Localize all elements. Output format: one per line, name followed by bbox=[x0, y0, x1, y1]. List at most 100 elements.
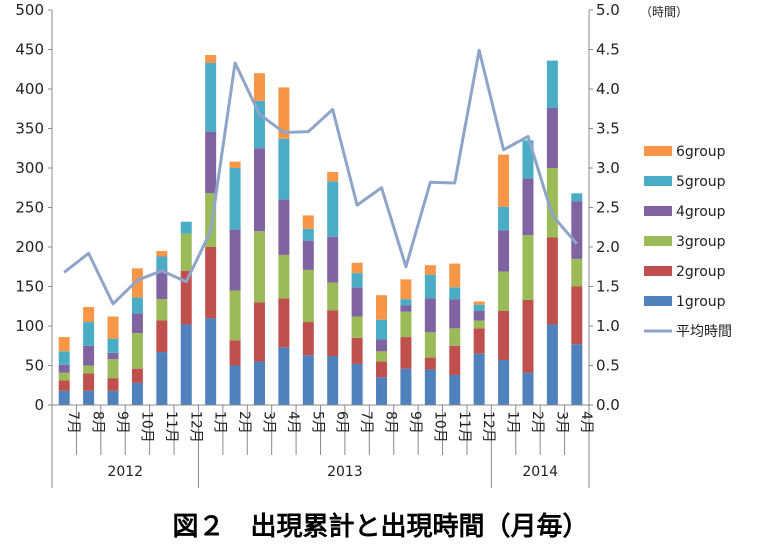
bar-3group-5 bbox=[156, 299, 168, 321]
bar-3group-11 bbox=[302, 269, 314, 323]
bar-6group-14 bbox=[376, 295, 388, 320]
bar-1group-11 bbox=[302, 355, 314, 405]
bar-3group-16 bbox=[424, 332, 436, 358]
bar-5group-3 bbox=[107, 338, 119, 353]
bar-3group-22 bbox=[571, 258, 583, 287]
bar-6group-17 bbox=[449, 263, 461, 288]
bar-2group-21 bbox=[546, 237, 558, 325]
bar-4group-5 bbox=[156, 269, 168, 300]
figure-caption: 図２ 出現累計と出現時間（月毎） bbox=[172, 512, 589, 542]
bar-2group-13 bbox=[351, 337, 363, 364]
bar-1group-12 bbox=[327, 356, 339, 405]
bar-2group-2 bbox=[83, 373, 95, 391]
category-label: 2月 bbox=[236, 411, 252, 434]
bar-6group-18 bbox=[473, 301, 485, 305]
right-tick-label: 4.0 bbox=[596, 80, 620, 98]
bar-3group-10 bbox=[278, 254, 290, 299]
bar-6group-3 bbox=[107, 316, 119, 339]
bar-1group-6 bbox=[180, 324, 192, 405]
legend-label: 2group bbox=[676, 264, 726, 280]
bar-2group-9 bbox=[253, 302, 265, 362]
right-tick-label: 5.0 bbox=[596, 1, 620, 19]
bar-5group-15 bbox=[400, 299, 412, 306]
category-label: 3月 bbox=[260, 411, 276, 434]
bar-4group-11 bbox=[302, 240, 314, 270]
bar-1group-1 bbox=[58, 390, 70, 405]
bar-5group-19 bbox=[498, 206, 510, 231]
left-tick-label: 250 bbox=[15, 199, 44, 217]
bar-5group-18 bbox=[473, 304, 485, 311]
category-label: 11月 bbox=[163, 411, 179, 443]
bar-5group-8 bbox=[229, 168, 241, 230]
bar-4group-12 bbox=[327, 236, 339, 283]
legend-swatch-2group bbox=[644, 266, 672, 276]
legend-label: 3group bbox=[676, 234, 726, 250]
bar-3group-7 bbox=[205, 193, 217, 247]
bar-2group-22 bbox=[571, 286, 583, 345]
left-tick-label: 450 bbox=[15, 41, 44, 59]
bar-6group-12 bbox=[327, 171, 339, 182]
bar-1group-8 bbox=[229, 365, 241, 405]
category-label: 8月 bbox=[90, 411, 106, 434]
bar-2group-16 bbox=[424, 357, 436, 370]
bar-1group-14 bbox=[376, 377, 388, 405]
chart: 0 50 100 150 200 250 300 350 400 450 500 0.0 0.5 1.0 1… bbox=[15, 1, 732, 488]
legend-label: 5group bbox=[676, 174, 726, 190]
bar-4group-17 bbox=[449, 299, 461, 329]
bar-3group-8 bbox=[229, 290, 241, 341]
category-label: 7月 bbox=[65, 411, 81, 434]
bar-2group-10 bbox=[278, 298, 290, 348]
bar-3group-1 bbox=[58, 372, 70, 381]
bar-5group-16 bbox=[424, 274, 436, 299]
bar-1group-17 bbox=[449, 374, 461, 405]
bar-3group-9 bbox=[253, 231, 265, 303]
bar-2group-4 bbox=[131, 368, 143, 383]
category-label: 4月 bbox=[578, 411, 594, 434]
bar-3group-6 bbox=[180, 233, 192, 271]
bar-2group-19 bbox=[498, 310, 510, 360]
category-label: 12月 bbox=[187, 411, 203, 443]
left-tick-label: 200 bbox=[15, 238, 44, 256]
left-tick-label: 50 bbox=[25, 357, 44, 375]
bar-2group-17 bbox=[449, 345, 461, 375]
bar-2group-7 bbox=[205, 247, 217, 319]
category-label: 7月 bbox=[358, 411, 374, 434]
category-label: 2月 bbox=[529, 411, 545, 434]
bar-6group-13 bbox=[351, 262, 363, 274]
bar-6group-8 bbox=[229, 161, 241, 168]
bar-2group-18 bbox=[473, 328, 485, 354]
right-tick-label: 1.5 bbox=[596, 278, 620, 296]
bar-5group-20 bbox=[522, 140, 534, 179]
year-label: 2012 bbox=[107, 464, 143, 480]
bar-1group-18 bbox=[473, 353, 485, 405]
bar-3group-4 bbox=[131, 333, 143, 369]
bar-1group-9 bbox=[253, 361, 265, 405]
legend-swatch-4group bbox=[644, 206, 672, 216]
bar-3group-17 bbox=[449, 328, 461, 346]
axes: 0 50 100 150 200 250 300 350 400 450 500 0.0 0.5 1.0 1… bbox=[15, 1, 688, 488]
bar-1group-16 bbox=[424, 369, 436, 405]
legend-swatch-1group bbox=[644, 296, 672, 306]
year-label: 2013 bbox=[327, 464, 363, 480]
right-tick-label: 2.0 bbox=[596, 238, 620, 256]
category-label: 11月 bbox=[456, 411, 472, 443]
bar-4group-3 bbox=[107, 352, 119, 360]
right-tick-label: 0.0 bbox=[596, 396, 620, 414]
year-label: 2014 bbox=[522, 464, 558, 480]
bar-5group-14 bbox=[376, 319, 388, 340]
left-tick-label: 150 bbox=[15, 278, 44, 296]
bar-6group-2 bbox=[83, 307, 95, 323]
category-label: 1月 bbox=[505, 411, 521, 434]
bar-4group-14 bbox=[376, 339, 388, 352]
bar-3group-15 bbox=[400, 311, 412, 338]
bar-2group-12 bbox=[327, 310, 339, 357]
bar-3group-20 bbox=[522, 235, 534, 300]
bar-4group-21 bbox=[546, 107, 558, 168]
bar-1group-22 bbox=[571, 344, 583, 405]
legend-label: 平均時間 bbox=[676, 324, 732, 340]
bar-1group-15 bbox=[400, 368, 412, 405]
bar-3group-2 bbox=[83, 365, 95, 374]
bar-5group-10 bbox=[278, 138, 290, 200]
average-time-line bbox=[63, 48, 578, 306]
bar-4group-22 bbox=[571, 201, 583, 259]
